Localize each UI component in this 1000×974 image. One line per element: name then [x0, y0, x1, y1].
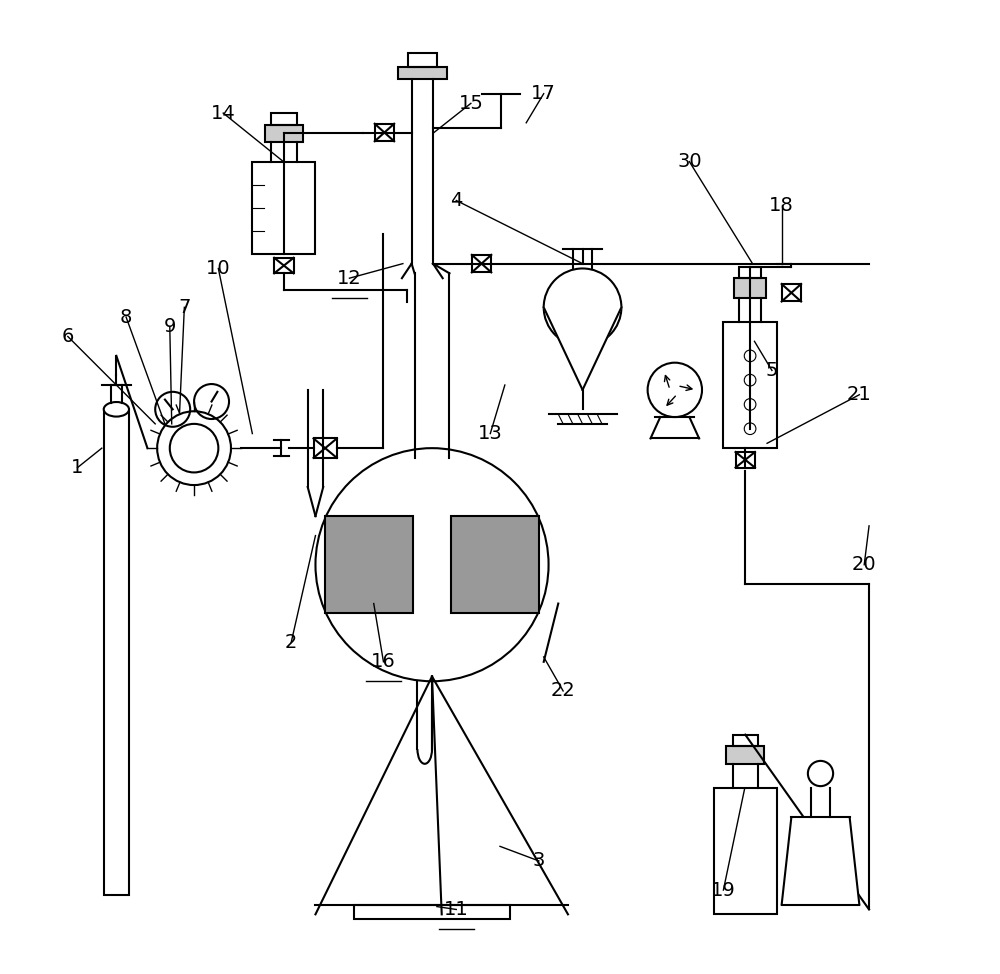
Bar [472, 255, 491, 273]
Bar [274, 258, 294, 274]
Bar [104, 409, 129, 895]
Text: 7: 7 [178, 298, 191, 317]
Bar [734, 279, 766, 298]
Text: 18: 18 [769, 196, 794, 215]
Bar [451, 516, 539, 614]
Bar [271, 113, 297, 125]
Text: 2: 2 [285, 633, 297, 652]
Text: 30: 30 [677, 152, 702, 171]
Text: 19: 19 [711, 880, 736, 900]
Text: 16: 16 [371, 653, 396, 671]
Bar [782, 284, 801, 302]
Text: 20: 20 [852, 555, 877, 575]
Polygon shape [782, 817, 859, 905]
Bar [733, 734, 758, 746]
Text: 17: 17 [531, 84, 556, 103]
Text: 6: 6 [62, 327, 74, 346]
Text: 12: 12 [337, 269, 362, 287]
Bar [408, 53, 437, 67]
Polygon shape [544, 308, 621, 390]
Bar [736, 452, 755, 468]
Bar [354, 905, 510, 919]
Text: 1: 1 [71, 458, 84, 477]
Bar [375, 124, 394, 141]
Bar [325, 516, 413, 614]
Bar [265, 125, 303, 142]
Bar [252, 162, 315, 254]
Text: 21: 21 [847, 386, 872, 404]
Text: 10: 10 [206, 259, 231, 278]
Text: 8: 8 [120, 308, 132, 326]
Bar [714, 788, 777, 915]
Text: 5: 5 [766, 361, 778, 380]
Text: 9: 9 [164, 318, 176, 336]
Text: 14: 14 [211, 103, 236, 123]
Text: 4: 4 [450, 191, 462, 210]
Text: 13: 13 [478, 424, 503, 443]
Text: 15: 15 [458, 94, 483, 113]
Bar [398, 67, 447, 79]
Bar [723, 321, 777, 448]
Text: 11: 11 [444, 900, 469, 919]
Ellipse shape [104, 402, 129, 417]
Text: 3: 3 [533, 851, 545, 871]
Bar [739, 267, 761, 279]
Bar [726, 746, 764, 764]
Text: 22: 22 [551, 682, 576, 700]
Bar [314, 438, 337, 458]
